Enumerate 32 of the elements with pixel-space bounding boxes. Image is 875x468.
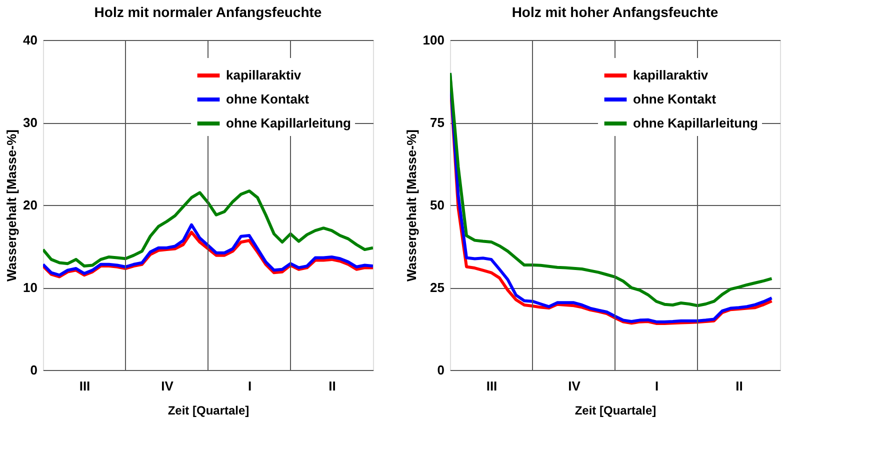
line-series [43,189,373,268]
x-tick-label: II [736,378,743,394]
y-tick-label: 25 [430,280,444,295]
y-tick-label: 30 [23,115,38,130]
legend-label: ohne Kapillarleitung [226,116,352,130]
x-axis-title: Zeit [Quartale] [168,404,250,418]
legend-label: ohne Kontakt [226,92,310,106]
y-axis-title: Wassergehalt [Masse-%] [404,130,419,282]
line-series [43,223,373,277]
legend-label: kapillaraktiv [226,68,302,82]
x-tick-label: IV [161,378,174,394]
x-tick-label: I [654,378,659,394]
x-tick-label: III [79,378,90,394]
y-tick-label: 0 [30,362,38,378]
legend-label: ohne Kontakt [633,92,717,106]
x-tick-label: I [248,378,252,394]
y-tick-label: 20 [23,198,38,212]
x-tick-label: IV [568,378,581,394]
legend-label: kapillaraktiv [633,68,709,82]
y-tick-label: 0 [437,362,444,378]
x-axis-title: Zeit [Quartale] [574,404,656,418]
y-tick-label: 100 [422,32,444,48]
legend-label: ohne Kapillarleitung [633,116,758,130]
chart-title: Holz mit hoher Anfangsfeuchte [512,4,718,20]
x-tick-label: II [328,378,336,394]
y-axis-title: Wassergehalt [Masse-%] [4,130,20,282]
y-tick-label: 75 [430,115,444,130]
x-tick-label: III [486,378,498,394]
chart-title: Holz mit normaler Anfangsfeuchte [94,4,322,20]
y-tick-label: 50 [430,198,444,212]
y-tick-label: 40 [23,32,38,48]
y-tick-label: 10 [23,280,38,295]
